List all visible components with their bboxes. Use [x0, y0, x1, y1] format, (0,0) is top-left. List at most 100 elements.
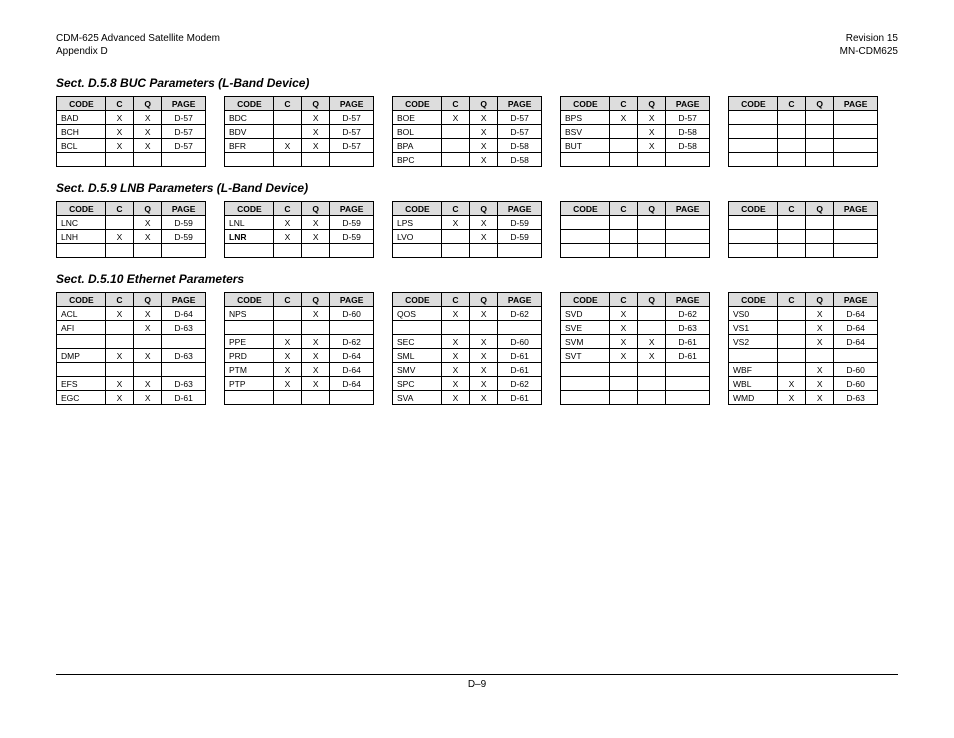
- cell-page: [330, 391, 374, 405]
- cell-q: X: [302, 363, 330, 377]
- cell-c: [777, 139, 805, 153]
- table-row: [561, 216, 710, 230]
- cell-code: [729, 111, 778, 125]
- cell-code: BSV: [561, 125, 610, 139]
- cell-q: X: [470, 335, 498, 349]
- col-header-c: C: [777, 202, 805, 216]
- cell-page: [330, 153, 374, 167]
- cell-q: X: [806, 391, 834, 405]
- col-header-page: PAGE: [330, 202, 374, 216]
- cell-q: X: [134, 216, 162, 230]
- cell-c: [609, 230, 637, 244]
- cell-c: X: [441, 111, 469, 125]
- col-header-c: C: [273, 202, 301, 216]
- cell-code: BPS: [561, 111, 610, 125]
- col-header-code: CODE: [57, 97, 106, 111]
- col-header-page: PAGE: [834, 97, 878, 111]
- cell-c: [777, 321, 805, 335]
- cell-code: BFR: [225, 139, 274, 153]
- col-header-code: CODE: [561, 202, 610, 216]
- cell-code: DMP: [57, 349, 106, 363]
- col-header-c: C: [105, 97, 133, 111]
- cell-q: [638, 363, 666, 377]
- table-row: [225, 153, 374, 167]
- cell-page: [162, 363, 206, 377]
- cell-c: X: [777, 377, 805, 391]
- table-row: [729, 244, 878, 258]
- cell-page: [666, 377, 710, 391]
- cell-c: X: [105, 349, 133, 363]
- table-row: EGCXXD-61: [57, 391, 206, 405]
- cell-c: [609, 125, 637, 139]
- cell-c: [777, 307, 805, 321]
- cell-c: X: [609, 307, 637, 321]
- cell-code: BPC: [393, 153, 442, 167]
- cell-code: [561, 391, 610, 405]
- col-header-c: C: [105, 293, 133, 307]
- cell-q: [302, 391, 330, 405]
- header-right: Revision 15 MN-CDM625: [840, 32, 898, 58]
- cell-q: [638, 307, 666, 321]
- cell-code: [729, 153, 778, 167]
- cell-c: X: [273, 335, 301, 349]
- cell-code: SVA: [393, 391, 442, 405]
- cell-c: [273, 111, 301, 125]
- cell-page: [834, 230, 878, 244]
- cell-page: D-59: [498, 216, 542, 230]
- cell-c: [273, 244, 301, 258]
- cell-code: PRD: [225, 349, 274, 363]
- table-row: [393, 321, 542, 335]
- cell-c: [609, 377, 637, 391]
- table-row: SECXXD-60: [393, 335, 542, 349]
- cell-q: [806, 139, 834, 153]
- tables-row: CODECQPAGEBADXXD-57BCHXXD-57BCLXXD-57COD…: [56, 96, 898, 167]
- table-row: VS0XD-64: [729, 307, 878, 321]
- col-header-c: C: [609, 202, 637, 216]
- cell-c: X: [609, 335, 637, 349]
- cell-c: [105, 321, 133, 335]
- cell-code: PPE: [225, 335, 274, 349]
- col-header-page: PAGE: [666, 293, 710, 307]
- table-row: [561, 230, 710, 244]
- cell-code: SVE: [561, 321, 610, 335]
- col-header-page: PAGE: [162, 202, 206, 216]
- cell-q: X: [302, 216, 330, 230]
- page-header: CDM-625 Advanced Satellite Modem Appendi…: [56, 32, 898, 58]
- col-header-q: Q: [638, 97, 666, 111]
- cell-q: [134, 153, 162, 167]
- cell-c: [105, 153, 133, 167]
- cell-code: QOS: [393, 307, 442, 321]
- col-header-page: PAGE: [834, 202, 878, 216]
- cell-q: X: [638, 349, 666, 363]
- table-row: BPAXD-58: [393, 139, 542, 153]
- table-row: [729, 111, 878, 125]
- cell-code: [393, 321, 442, 335]
- cell-q: [806, 216, 834, 230]
- cell-code: [729, 244, 778, 258]
- table-row: LNRXXD-59: [225, 230, 374, 244]
- cell-c: X: [273, 230, 301, 244]
- col-header-q: Q: [134, 293, 162, 307]
- cell-page: D-60: [834, 377, 878, 391]
- cell-c: X: [105, 111, 133, 125]
- header-left: CDM-625 Advanced Satellite Modem Appendi…: [56, 32, 220, 58]
- col-header-c: C: [441, 293, 469, 307]
- table-row: BDVXD-57: [225, 125, 374, 139]
- cell-q: X: [470, 349, 498, 363]
- cell-c: X: [105, 391, 133, 405]
- cell-c: [105, 244, 133, 258]
- col-header-page: PAGE: [498, 202, 542, 216]
- cell-code: BCH: [57, 125, 106, 139]
- col-header-page: PAGE: [162, 293, 206, 307]
- param-table: CODECQPAGEBOEXXD-57BOLXD-57BPAXD-58BPCXD…: [392, 96, 542, 167]
- cell-code: VS2: [729, 335, 778, 349]
- table-row: [561, 391, 710, 405]
- cell-q: X: [134, 391, 162, 405]
- cell-code: BDC: [225, 111, 274, 125]
- table-row: ACLXXD-64: [57, 307, 206, 321]
- param-table: CODECQPAGEQOSXXD-62SECXXD-60SMLXXD-61SMV…: [392, 292, 542, 405]
- cell-page: D-62: [330, 335, 374, 349]
- cell-q: [470, 321, 498, 335]
- table-row: [561, 153, 710, 167]
- cell-c: X: [441, 216, 469, 230]
